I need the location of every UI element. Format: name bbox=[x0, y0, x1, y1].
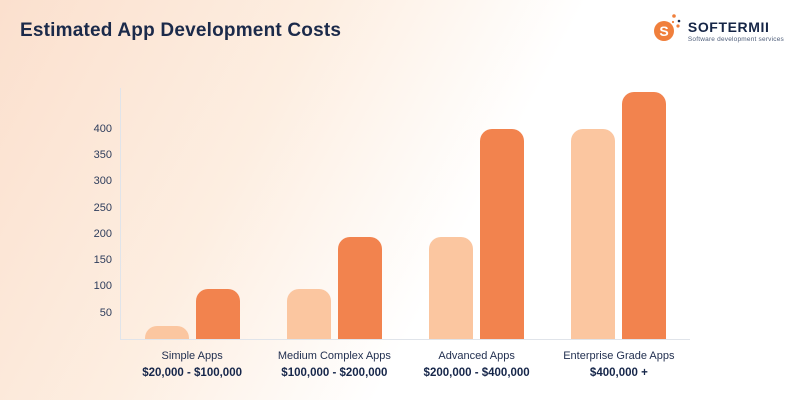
y-axis-tick-50: 50 bbox=[99, 307, 112, 319]
logo-wordmark: SOFTERMII bbox=[687, 18, 770, 35]
logo-text: SOFTERMII Software development services bbox=[688, 19, 784, 43]
bar-group: Advanced Apps $200,000 - $400,000 bbox=[406, 88, 548, 379]
range-low-bar bbox=[429, 237, 474, 339]
plot-area: 50 100 150 200 250 300 350 400 Simple Apps $20,00… bbox=[94, 88, 690, 379]
category-label: Enterprise Grade Apps $400,000 + bbox=[548, 348, 690, 383]
bar-pair bbox=[571, 92, 667, 339]
bar-pair bbox=[144, 289, 240, 339]
y-axis-tick-200: 200 bbox=[93, 228, 112, 240]
softermii-logo-icon: S bbox=[652, 12, 682, 49]
range-high-bar bbox=[195, 289, 240, 339]
category-cost-range: $100,000 - $200,000 bbox=[281, 367, 388, 380]
bar-pair bbox=[286, 237, 382, 339]
range-low-bar bbox=[571, 129, 616, 339]
y-axis-tick-100: 100 bbox=[93, 280, 112, 292]
y-axis-tick-400: 400 bbox=[93, 123, 112, 135]
category-cost-range: $200,000 - $400,000 bbox=[423, 367, 530, 380]
category-name: Advanced Apps bbox=[438, 350, 515, 362]
range-low-bar bbox=[144, 326, 189, 339]
category-label: Simple Apps $20,000 - $100,000 bbox=[121, 348, 263, 383]
range-high-bar bbox=[480, 129, 525, 339]
y-axis-tick-250: 250 bbox=[93, 202, 112, 214]
range-high-bar bbox=[622, 92, 667, 339]
bar-pair bbox=[429, 129, 525, 339]
app-cost-bar-chart: 50 100 150 200 250 300 350 400 Simple Apps $20,00… bbox=[94, 88, 690, 379]
bar-group: Simple Apps $20,000 - $100,000 bbox=[121, 88, 263, 379]
logo-tagline: Software development services bbox=[687, 35, 784, 43]
svg-text:S: S bbox=[659, 23, 668, 39]
logo: S SOFTERMII Software development service… bbox=[652, 12, 784, 49]
category-cost-range: $20,000 - $100,000 bbox=[142, 367, 242, 380]
category-label: Advanced Apps $200,000 - $400,000 bbox=[406, 348, 548, 383]
y-axis-tick-300: 300 bbox=[93, 175, 112, 187]
bar-group: Medium Complex Apps $100,000 - $200,000 bbox=[263, 88, 405, 379]
category-name: Medium Complex Apps bbox=[277, 350, 391, 362]
bar-group: Enterprise Grade Apps $400,000 + bbox=[548, 88, 690, 379]
category-name: Enterprise Grade Apps bbox=[563, 350, 675, 362]
y-axis-tick-150: 150 bbox=[93, 254, 112, 266]
range-high-bar bbox=[337, 237, 382, 339]
category-cost-range: $400,000 + bbox=[589, 367, 648, 380]
page-title: Estimated App Development Costs bbox=[20, 20, 342, 41]
category-name: Simple Apps bbox=[161, 350, 223, 362]
category-label: Medium Complex Apps $100,000 - $200,000 bbox=[263, 348, 405, 383]
range-low-bar bbox=[286, 289, 331, 339]
y-axis-tick-350: 350 bbox=[93, 149, 112, 161]
